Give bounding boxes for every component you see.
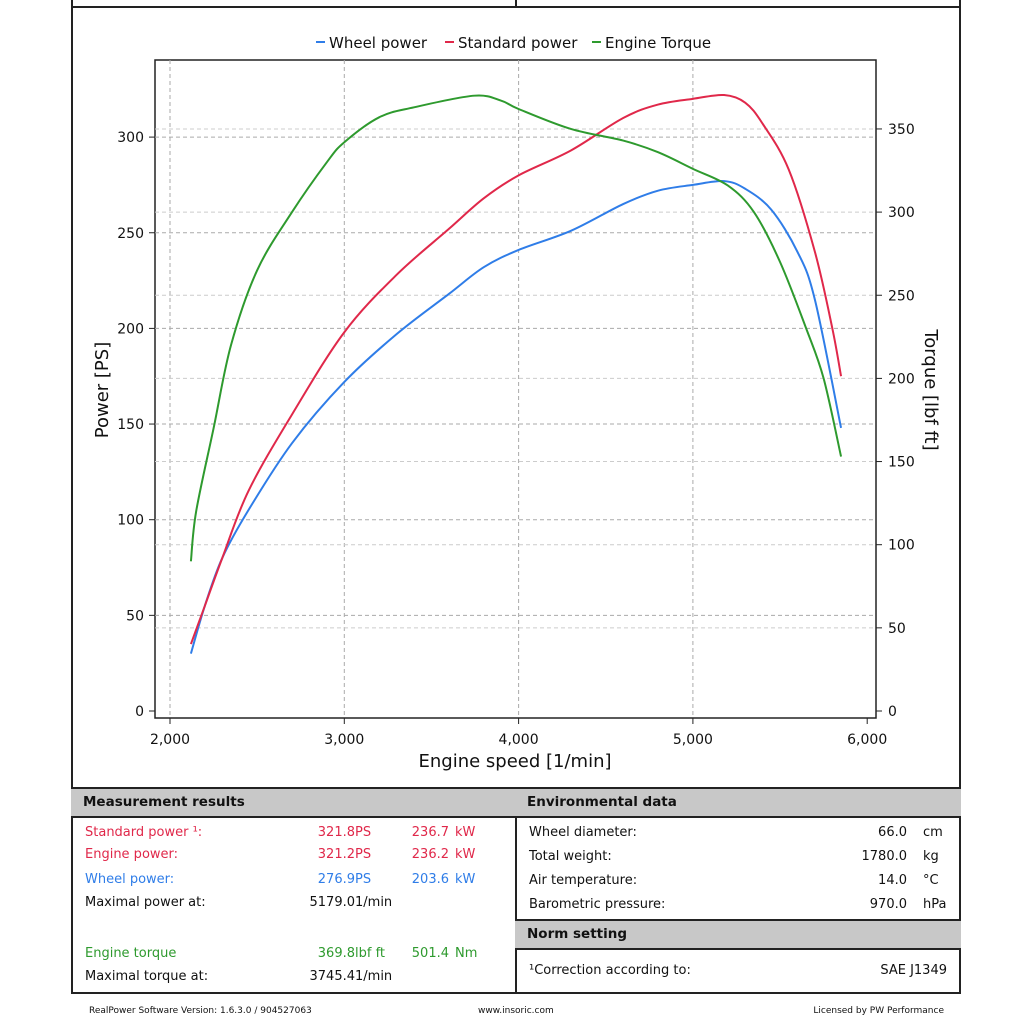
measurement-label: Standard power ¹: <box>85 825 203 840</box>
footer-license: Licensed by PW Performance <box>813 1006 944 1016</box>
y-tick-label: 300 <box>117 130 144 146</box>
y2-tick-label: 0 <box>888 704 897 720</box>
environment-row: Wheel diameter: 66.0 cm <box>529 823 947 843</box>
measurement-u1: PS <box>355 825 372 840</box>
y-tick-label: 50 <box>126 608 144 624</box>
environment-u: hPa <box>923 897 947 912</box>
measurement-label: Maximal torque at: <box>85 969 209 984</box>
x-tick-label: 5,000 <box>673 732 713 748</box>
y-tick-label: 250 <box>117 226 144 242</box>
legend-label: Standard power <box>458 34 578 52</box>
y2-axis-label: Torque [lbf ft] <box>920 328 941 450</box>
series-line-wheel-power <box>189 180 843 654</box>
x-axis-label: Engine speed [1/min] <box>418 751 611 772</box>
measurement-label: Engine power: <box>85 847 179 862</box>
measurement-row: Wheel power: 276.9 PS 203.6 kW <box>85 870 515 890</box>
measurement-results-panel: Measurement results Standard power ¹: 321… <box>71 787 517 994</box>
norm-value: SAE J1349 <box>880 963 947 978</box>
measurement-v1: 3745.4 <box>309 969 356 984</box>
y-tick-label: 0 <box>135 704 144 720</box>
environment-label: Barometric pressure: <box>529 897 666 912</box>
header-column-divider <box>515 0 517 7</box>
y2-tick-label: 100 <box>888 538 915 554</box>
environmental-data-header: Environmental data <box>515 787 961 818</box>
measurement-v1: 276.9 <box>317 872 355 887</box>
measurement-u1: lbf ft <box>355 946 386 961</box>
legend-label: Wheel power <box>329 34 428 52</box>
x-tick-label: 2,000 <box>150 732 190 748</box>
dyno-chart: 2,000 3,000 4,000 5,000 6,000050100150200250… <box>92 34 941 772</box>
legend-label: Engine Torque <box>605 34 711 52</box>
legend-item: Engine Torque <box>592 34 711 52</box>
environmental-data-panel: Environmental data Wheel diameter: 66.0 cm… <box>515 787 961 994</box>
measurement-u2: kW <box>455 825 476 840</box>
measurement-u1: 1/min <box>355 969 393 984</box>
x-tick-label: 6,000 <box>847 732 887 748</box>
environment-row: Air temperature: 14.0 °C <box>529 871 947 891</box>
plot-area <box>154 59 877 719</box>
measurement-v1: 321.2 <box>317 847 355 862</box>
series-line-engine-torque <box>189 94 843 562</box>
y-axis-label: Power [PS] <box>92 342 113 438</box>
x-tick-label: 4,000 <box>499 732 539 748</box>
environment-u: cm <box>923 825 943 840</box>
measurement-v2: 203.6 <box>411 872 449 887</box>
environment-u: °C <box>923 873 939 888</box>
legend-item: Standard power <box>445 34 578 52</box>
measurement-label: Wheel power: <box>85 872 175 887</box>
legend-item: Wheel power <box>316 34 428 52</box>
header-divider <box>71 6 961 8</box>
environment-v: 14.0 <box>878 873 907 888</box>
measurement-label: Engine torque <box>85 946 177 961</box>
environment-v: 66.0 <box>878 825 907 840</box>
measurement-v2: 236.7 <box>411 825 449 840</box>
y2-tick-label: 300 <box>888 205 915 221</box>
measurement-row: Engine torque 369.8 lbf ft 501.4 Nm <box>85 944 515 964</box>
y-tick-label: 100 <box>117 513 144 529</box>
measurement-v2: 236.2 <box>411 847 449 862</box>
y2-tick-label: 50 <box>888 621 906 637</box>
y2-tick-label: 350 <box>888 122 915 138</box>
environment-v: 970.0 <box>869 897 907 912</box>
measurement-v1: 321.8 <box>317 825 355 840</box>
norm-setting-header: Norm setting <box>515 919 961 950</box>
footer-url[interactable]: www.insoric.com <box>478 1006 554 1016</box>
norm-label: ¹Correction according to: <box>529 963 691 978</box>
measurement-u2: kW <box>455 847 476 862</box>
environment-row: Barometric pressure: 970.0 hPa <box>529 895 947 915</box>
measurement-v1: 369.8 <box>317 946 355 961</box>
y-tick-label: 150 <box>117 417 144 433</box>
series-line-standard-power <box>189 93 843 645</box>
footer-version: RealPower Software Version: 1.6.3.0 / 90… <box>89 1006 312 1016</box>
measurement-u1: 1/min <box>355 895 393 910</box>
environment-label: Total weight: <box>529 849 612 864</box>
environment-label: Wheel diameter: <box>529 825 637 840</box>
measurement-u1: PS <box>355 847 372 862</box>
environment-label: Air temperature: <box>529 873 638 888</box>
y2-tick-label: 150 <box>888 455 915 471</box>
measurement-v1: 5179.0 <box>309 895 356 910</box>
measurement-row: Maximal power at: 5179.0 1/min <box>85 893 515 913</box>
measurement-row: Maximal torque at: 3745.4 1/min <box>85 967 515 987</box>
norm-row: ¹Correction according to: SAE J1349 <box>529 961 947 981</box>
measurement-results-header: Measurement results <box>71 787 515 818</box>
measurement-u1: PS <box>355 872 372 887</box>
environment-v: 1780.0 <box>861 849 908 864</box>
measurement-label: Maximal power at: <box>85 895 206 910</box>
measurement-row: Standard power ¹: 321.8 PS 236.7 kW <box>85 823 515 843</box>
measurement-u2: Nm <box>455 946 478 961</box>
environment-row: Total weight: 1780.0 kg <box>529 847 947 867</box>
y2-tick-label: 200 <box>888 371 915 387</box>
measurement-v2: 501.4 <box>411 946 449 961</box>
environment-u: kg <box>923 849 939 864</box>
measurement-row: Engine power: 321.2 PS 236.2 kW <box>85 845 515 865</box>
x-tick-label: 3,000 <box>324 732 364 748</box>
measurement-u2: kW <box>455 872 476 887</box>
y-tick-label: 200 <box>117 321 144 337</box>
y2-tick-label: 250 <box>888 288 915 304</box>
